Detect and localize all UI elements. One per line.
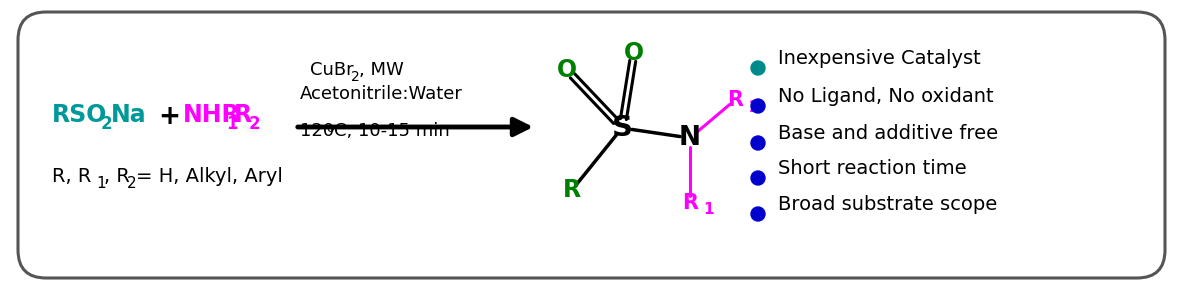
Text: RSO: RSO (52, 103, 108, 127)
Text: Acetonitrile:Water: Acetonitrile:Water (300, 85, 463, 103)
Text: 1: 1 (226, 115, 238, 133)
Circle shape (751, 136, 765, 150)
Text: C, 10-15 min: C, 10-15 min (334, 122, 450, 140)
Text: R: R (683, 193, 698, 213)
Text: 2: 2 (127, 176, 136, 191)
Text: 2: 2 (351, 70, 360, 84)
Text: 2: 2 (749, 99, 759, 115)
Circle shape (751, 171, 765, 185)
Text: 1: 1 (96, 176, 105, 191)
Text: 2: 2 (248, 115, 260, 133)
Text: R: R (728, 90, 743, 110)
Text: O: O (557, 58, 577, 82)
Text: R, R: R, R (52, 167, 91, 186)
FancyBboxPatch shape (18, 12, 1165, 278)
Circle shape (751, 61, 765, 75)
Text: S: S (612, 114, 633, 142)
Text: Base and additive free: Base and additive free (778, 124, 998, 143)
Text: N: N (679, 125, 702, 151)
Text: Na: Na (111, 103, 147, 127)
Text: 2: 2 (101, 115, 112, 133)
Text: Short reaction time: Short reaction time (778, 159, 967, 178)
Text: , R: , R (104, 167, 130, 186)
Circle shape (751, 207, 765, 221)
Text: +: + (159, 104, 180, 130)
Circle shape (751, 99, 765, 113)
Text: Inexpensive Catalyst: Inexpensive Catalyst (778, 49, 981, 68)
Text: 120: 120 (300, 122, 334, 140)
Text: = H, Alkyl, Aryl: = H, Alkyl, Aryl (136, 167, 283, 186)
Text: o: o (327, 122, 334, 135)
Text: R: R (563, 178, 581, 202)
Text: No Ligand, No oxidant: No Ligand, No oxidant (778, 87, 994, 106)
Text: O: O (623, 41, 644, 65)
Text: R: R (234, 103, 252, 127)
Text: 1: 1 (703, 202, 713, 218)
Text: CuBr: CuBr (310, 61, 354, 79)
Text: Broad substrate scope: Broad substrate scope (778, 195, 997, 214)
Text: NHR: NHR (183, 103, 240, 127)
Text: , MW: , MW (358, 61, 403, 79)
